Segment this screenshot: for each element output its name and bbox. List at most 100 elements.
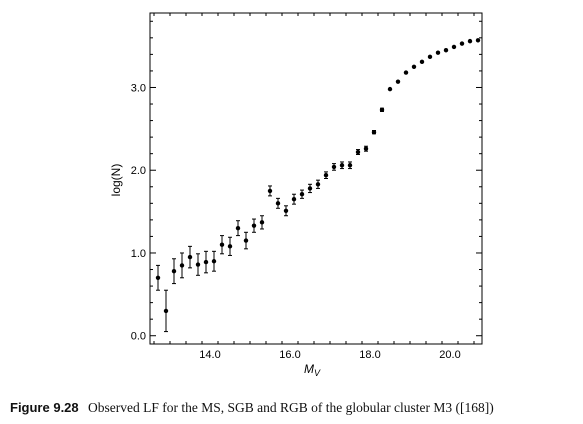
data-point <box>155 264 161 291</box>
data-point <box>459 41 465 46</box>
data-point <box>259 215 265 230</box>
data-marker <box>395 79 401 84</box>
x-tick-label: 20.0 <box>439 349 460 361</box>
data-point <box>411 64 417 69</box>
data-marker <box>251 223 257 228</box>
data-point <box>275 197 281 209</box>
data-marker <box>323 172 329 178</box>
data-marker <box>355 149 361 155</box>
data-point <box>171 258 177 285</box>
data-point <box>387 86 393 92</box>
figure-label: Figure 9.28 <box>10 400 79 415</box>
data-marker <box>443 48 449 53</box>
data-point <box>243 231 249 250</box>
data-point <box>211 250 217 272</box>
data-point <box>435 50 441 55</box>
data-marker <box>315 182 321 187</box>
data-marker <box>291 196 297 202</box>
y-axis: 0.0 1.0 2.0 3.0 <box>131 20 482 343</box>
data-point <box>203 250 209 274</box>
figure-caption: Figure 9.28 Observed LF for the MS, SGB … <box>10 400 580 416</box>
x-tick-label: 18.0 <box>359 349 380 361</box>
data-point <box>467 38 473 44</box>
data-marker <box>227 244 233 249</box>
data-marker <box>363 146 369 151</box>
data-point <box>179 252 185 279</box>
x-axis-label: MV <box>304 362 321 378</box>
y-tick-label: 0.0 <box>131 331 146 343</box>
data-marker <box>187 254 193 260</box>
data-point <box>291 193 297 205</box>
data-marker <box>235 225 241 231</box>
data-point <box>307 183 313 194</box>
data-marker <box>179 263 185 268</box>
data-marker <box>163 308 169 314</box>
data-point <box>299 189 305 199</box>
data-point <box>339 161 345 170</box>
data-point <box>267 185 273 197</box>
data-marker <box>307 186 313 191</box>
data-marker <box>411 64 417 69</box>
data-marker <box>155 275 161 280</box>
data-marker <box>203 259 209 265</box>
data-marker <box>371 129 377 135</box>
data-point <box>331 163 337 171</box>
data-marker <box>275 201 281 206</box>
data-point <box>451 44 457 50</box>
data-marker <box>419 59 425 65</box>
data-marker <box>379 107 385 113</box>
data-point <box>475 38 481 43</box>
data-marker <box>243 238 249 243</box>
data-marker <box>211 259 217 264</box>
data-point <box>443 48 449 53</box>
data-point <box>347 161 353 170</box>
chart-plot: 0.0 1.0 2.0 3.0 14.0 16.0 18.0 20.0 log(N) MV <box>109 12 483 378</box>
data-marker <box>331 164 337 170</box>
plot-frame <box>149 12 483 345</box>
data-point <box>227 236 233 256</box>
data-point <box>195 253 201 276</box>
data-marker <box>283 208 289 213</box>
data-marker <box>467 38 473 44</box>
data-marker <box>267 188 273 194</box>
data-point <box>315 179 321 189</box>
data-point <box>427 54 433 60</box>
data-marker <box>347 163 353 168</box>
x-axis-label-sub: V <box>314 368 321 378</box>
data-marker <box>451 44 457 50</box>
data-point <box>355 149 361 156</box>
data-marker <box>299 192 305 197</box>
figure-caption-text: Observed LF for the MS, SGB and RGB of t… <box>88 400 494 415</box>
y-tick-label: 2.0 <box>131 165 146 177</box>
data-point <box>419 59 425 65</box>
data-marker <box>475 38 481 43</box>
data-marker <box>403 70 409 75</box>
data-marker <box>219 242 225 247</box>
data-point <box>251 218 257 233</box>
data-point <box>219 235 225 255</box>
data-point <box>163 289 169 333</box>
data-marker <box>427 54 433 60</box>
data-marker <box>435 50 441 55</box>
data-point <box>235 220 241 237</box>
data-point <box>403 70 409 75</box>
data-point <box>363 145 369 152</box>
x-tick-label: 14.0 <box>199 349 220 361</box>
data-point <box>283 205 289 217</box>
y-tick-label: 3.0 <box>131 82 146 94</box>
data-marker <box>387 86 393 92</box>
data-points <box>155 38 481 333</box>
data-marker <box>259 220 265 225</box>
data-point <box>187 245 193 269</box>
data-marker <box>195 262 201 267</box>
y-tick-label: 1.0 <box>131 248 146 260</box>
data-point <box>323 171 329 179</box>
data-marker <box>171 268 177 274</box>
x-tick-label: 16.0 <box>279 349 300 361</box>
data-point <box>371 129 377 135</box>
data-point <box>395 79 401 84</box>
data-marker <box>459 41 465 46</box>
data-point <box>379 107 385 113</box>
y-axis-label: log(N) <box>109 164 123 197</box>
x-axis-label-main: M <box>304 362 314 376</box>
